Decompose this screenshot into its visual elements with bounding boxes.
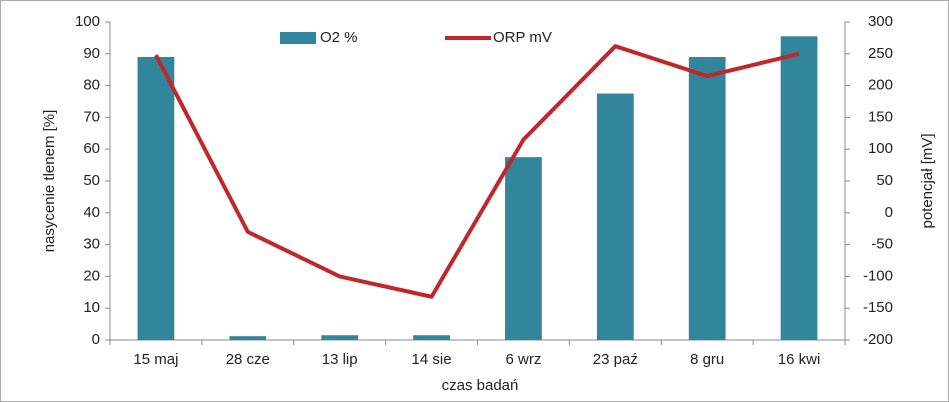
- bar: [780, 36, 818, 341]
- y-tick-label: 80: [83, 77, 100, 94]
- y2-tick-label: 250: [868, 45, 893, 62]
- y-tick-label: 20: [83, 267, 100, 284]
- y-tick-label: 50: [83, 172, 100, 189]
- x-axis-label: czas badań: [442, 377, 519, 394]
- y-tick-label: 0: [92, 331, 100, 348]
- x-tick-label: 8 gru: [690, 351, 724, 368]
- bar: [596, 93, 634, 340]
- bar: [229, 336, 267, 340]
- bar: [137, 56, 175, 340]
- y2-tick-label: -50: [871, 236, 893, 253]
- y-tick-label: 100: [75, 13, 100, 30]
- legend-label: O2 %: [320, 29, 358, 46]
- y-tick-label: 70: [83, 108, 100, 125]
- x-tick-label: 14 sie: [412, 351, 452, 368]
- x-tick-label: 16 kwi: [778, 351, 821, 368]
- bar: [505, 157, 542, 340]
- bar: [413, 335, 450, 340]
- x-tick-label: 28 cze: [226, 351, 270, 368]
- y-tick-label: 30: [83, 236, 100, 253]
- y-tick-label: 40: [83, 204, 100, 221]
- x-tick-label: 6 wrz: [506, 351, 542, 368]
- legend-swatch: [280, 32, 316, 44]
- y2-tick-label: 0: [885, 204, 893, 221]
- y2-tick-label: 100: [868, 140, 893, 157]
- bar: [688, 56, 726, 340]
- y-axis-label: nasycenie tlenem [%]: [41, 110, 58, 253]
- y2-tick-label: -150: [863, 299, 893, 316]
- legend-label: ORP mV: [493, 29, 552, 46]
- y2-axis-label: potencjał [mV]: [919, 133, 936, 228]
- y2-tick-label: 300: [868, 13, 893, 30]
- y-tick-label: 10: [83, 299, 100, 316]
- y-tick-label: 90: [83, 45, 100, 62]
- y-tick-label: 60: [83, 140, 100, 157]
- x-tick-label: 23 paź: [593, 351, 638, 368]
- bar: [321, 335, 359, 340]
- y2-tick-label: -200: [863, 331, 893, 348]
- y2-tick-label: 50: [876, 172, 893, 189]
- y2-tick-label: 200: [868, 77, 893, 94]
- y2-tick-label: 150: [868, 108, 893, 125]
- x-tick-label: 13 lip: [322, 351, 358, 368]
- y2-tick-label: -100: [863, 267, 893, 284]
- line: [154, 44, 800, 299]
- x-tick-label: 15 maj: [133, 351, 178, 368]
